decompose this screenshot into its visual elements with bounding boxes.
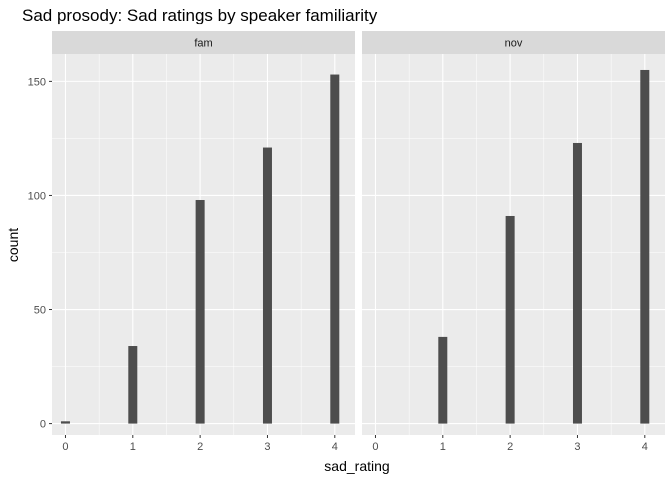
facet-strip-label: nov [505,38,523,50]
bar-nov-4 [640,69,650,424]
y-tick-label: 150 [28,76,46,88]
x-tick-label: 0 [62,441,68,453]
y-tick-label: 50 [34,305,46,317]
x-tick-label: 4 [642,441,648,453]
bar-fam-4 [330,74,340,424]
y-axis: 0 50 100 150 [28,76,52,431]
x-tick-label: 3 [574,441,580,453]
y-tick-label: 0 [40,419,46,431]
bar-fam-2 [195,200,205,424]
x-tick-label: 1 [440,441,446,453]
x-tick-label: 2 [507,441,513,453]
bar-nov-2 [505,215,515,424]
facet-strip [362,31,665,54]
x-axis-title: sad_rating [324,458,389,474]
y-axis-title: count [5,228,21,262]
bar-fam-3 [262,147,272,424]
bar-fam-1 [128,346,138,424]
facet-strip-label: fam [194,38,212,50]
facet-panels: fam nov [52,24,665,435]
y-tick-label: 100 [28,190,46,202]
x-tick-label: 4 [332,441,338,453]
facet-strip [52,31,355,54]
x-tick-label: 3 [264,441,270,453]
x-tick-label: 1 [130,441,136,453]
bar-nov-1 [438,336,448,424]
x-axis: 0 1 2 3 4 0 1 2 3 4 [62,435,648,453]
x-tick-label: 0 [372,441,378,453]
x-tick-label: 2 [197,441,203,453]
bar-nov-3 [572,142,582,424]
bar-fam-0 [60,421,70,424]
facet-panel-fam: fam [52,24,355,435]
chart-title: Sad prosody: Sad ratings by speaker fami… [22,6,378,25]
facet-panel-nov: nov [362,24,665,435]
